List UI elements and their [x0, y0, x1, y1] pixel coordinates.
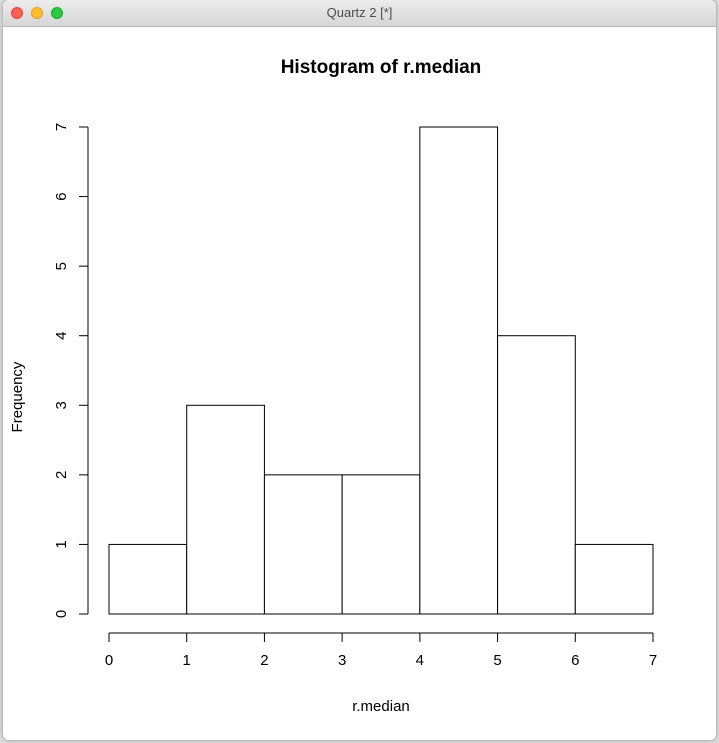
x-tick-label-5: 5: [493, 652, 501, 669]
histogram-bar-6: [574, 543, 654, 615]
histogram-bar-1: [186, 404, 265, 615]
x-tick-label-6: 6: [571, 652, 579, 669]
y-tick-label-0: 0: [53, 610, 70, 618]
chart-title: Histogram of r.median: [281, 57, 482, 78]
x-axis-label: r.median: [352, 698, 410, 715]
x-tick-label-3: 3: [338, 652, 346, 669]
histogram-bar-0: [108, 543, 188, 615]
close-window-button[interactable]: [11, 7, 23, 19]
zoom-window-button[interactable]: [51, 7, 63, 19]
y-tick-label-3: 3: [53, 401, 70, 409]
y-tick-label-5: 5: [53, 262, 70, 270]
window-title: Quartz 2 [*]: [326, 5, 393, 20]
y-tick-label-7: 7: [53, 123, 70, 131]
title-bar[interactable]: Quartz 2 [*]: [3, 0, 716, 27]
x-tick-label-1: 1: [183, 652, 191, 669]
x-tick-label-4: 4: [416, 652, 424, 669]
x-tick-label-7: 7: [649, 652, 657, 669]
histogram-bar-2: [263, 474, 343, 615]
y-tick-label-6: 6: [53, 192, 70, 200]
y-axis-label: Frequency: [9, 361, 26, 432]
histogram-bar-4: [419, 126, 499, 615]
x-tick-label-0: 0: [105, 652, 113, 669]
x-tick-label-2: 2: [260, 652, 268, 669]
y-tick-label-2: 2: [53, 471, 70, 479]
histogram-bar-5: [497, 335, 576, 615]
y-tick-label-1: 1: [53, 540, 70, 548]
histogram-bar-3: [341, 474, 421, 615]
y-tick-label-4: 4: [53, 332, 70, 340]
quartz-window: Quartz 2 [*] Histogram of r.median 0 1 2 3 4…: [3, 0, 716, 740]
minimize-window-button[interactable]: [31, 7, 43, 19]
